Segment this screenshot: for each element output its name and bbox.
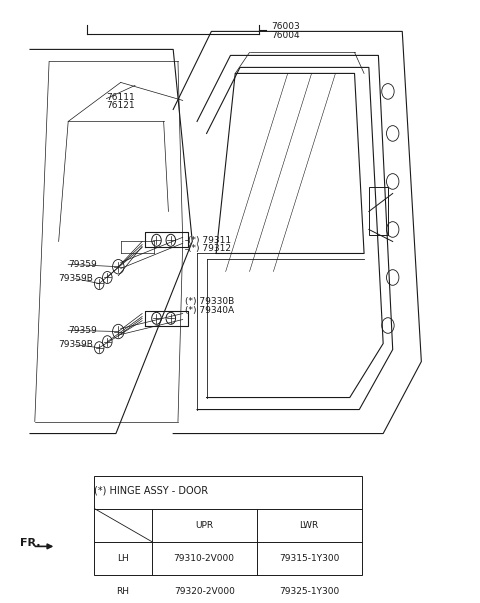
Text: 79310-2V000: 79310-2V000 [174, 554, 235, 563]
Bar [95, 476, 362, 575]
Text: 79359B: 79359B [59, 274, 94, 283]
Text: 76111: 76111 [107, 93, 135, 102]
Text: 76003: 76003 [271, 22, 300, 31]
Text: (*) HINGE ASSY - DOOR: (*) HINGE ASSY - DOOR [95, 485, 209, 496]
Text: (*) 79312: (*) 79312 [188, 244, 230, 253]
Text: 79359: 79359 [68, 260, 97, 269]
Text: LWR: LWR [300, 520, 319, 529]
Text: (*) 79340A: (*) 79340A [185, 306, 234, 315]
Bar [369, 188, 388, 236]
Text: 79359: 79359 [68, 326, 97, 335]
Text: 79359B: 79359B [59, 340, 94, 349]
Text: (*) 79311: (*) 79311 [188, 236, 230, 245]
Text: 79320-2V000: 79320-2V000 [174, 587, 235, 596]
Text: 79325-1Y300: 79325-1Y300 [279, 587, 339, 596]
Text: 76004: 76004 [271, 31, 300, 40]
Text: UPR: UPR [195, 520, 213, 529]
Text: 79315-1Y300: 79315-1Y300 [279, 554, 339, 563]
Text: LH: LH [117, 554, 129, 563]
Text: 76121: 76121 [107, 101, 135, 110]
Text: (*) 79330B: (*) 79330B [185, 297, 234, 306]
Text: RH: RH [117, 587, 130, 596]
Text: FR.: FR. [21, 538, 41, 548]
